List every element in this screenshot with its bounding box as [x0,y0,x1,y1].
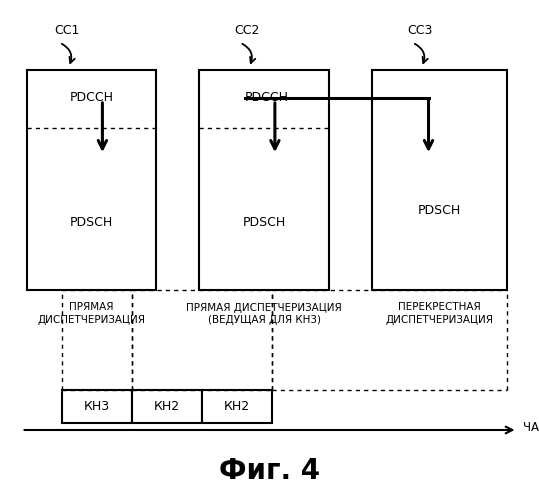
Text: PDCCH: PDCCH [245,91,289,104]
Text: ПРЯМАЯ ДИСПЕТЧЕРИЗАЦИЯ
(ВЕДУЩАЯ ДЛЯ КН3): ПРЯМАЯ ДИСПЕТЧЕРИЗАЦИЯ (ВЕДУЩАЯ ДЛЯ КН3) [186,302,342,325]
Text: PDSCH: PDSCH [418,204,461,216]
Bar [62,390,132,422]
Bar [372,70,507,290]
Bar [202,390,272,422]
Text: Фиг. 4: Фиг. 4 [219,457,320,485]
Text: PDCCH: PDCCH [70,91,114,104]
Bar [27,70,156,290]
Text: ЧАСТОТА: ЧАСТОТА [523,421,539,434]
Text: КН3: КН3 [84,400,110,413]
Bar [132,390,202,422]
Text: КН2: КН2 [224,400,250,413]
Text: CC3: CC3 [407,24,432,38]
Text: ПРЯМАЯ
ДИСПЕТЧЕРИЗАЦИЯ: ПРЯМАЯ ДИСПЕТЧЕРИЗАЦИЯ [38,302,146,325]
Bar [199,70,329,290]
Text: PDSCH: PDSCH [70,216,113,229]
Text: CC2: CC2 [234,24,260,38]
Text: КН2: КН2 [154,400,180,413]
Text: CC1: CC1 [54,24,79,38]
Text: ПЕРЕКРЕСТНАЯ
ДИСПЕТЧЕРИЗАЦИЯ: ПЕРЕКРЕСТНАЯ ДИСПЕТЧЕРИЗАЦИЯ [385,302,493,325]
Text: PDSCH: PDSCH [243,216,286,229]
